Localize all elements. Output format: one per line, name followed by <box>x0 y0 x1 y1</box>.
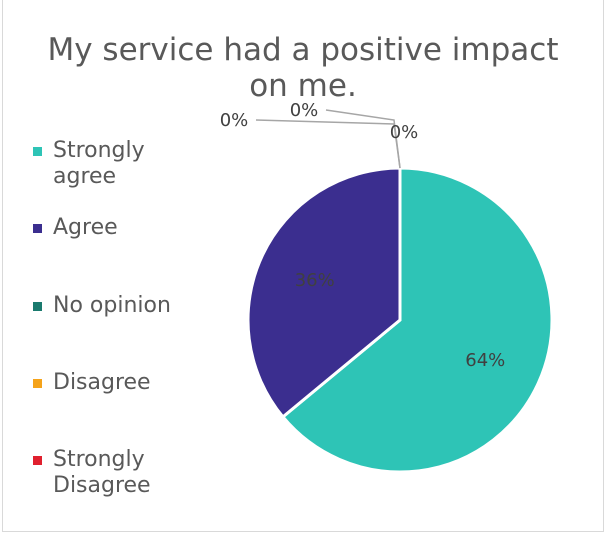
leader-line-disagree <box>325 109 401 169</box>
legend-swatch-strongly-agree <box>33 147 42 156</box>
pie-slices <box>246 166 554 474</box>
legend-swatch-agree <box>33 224 42 233</box>
chart-title-line-2: on me. <box>249 68 357 104</box>
chart-title-line-1: My service had a positive impact <box>47 32 559 68</box>
leader-line-no-opinion <box>255 119 401 169</box>
legend-label-disagree: Disagree <box>53 370 151 395</box>
legend-label-strongly-disagree: Strongly Disagree <box>53 447 151 498</box>
data-label-no-opinion: 0% <box>220 110 249 131</box>
data-label-agree: 36% <box>295 270 335 291</box>
pie-slice-strongly-agree <box>280 166 554 474</box>
legend-swatch-disagree <box>33 379 42 388</box>
legend-swatch-strongly-disagree <box>33 456 42 465</box>
leader-lines <box>255 109 401 169</box>
data-label-strongly-agree: 64% <box>465 350 505 371</box>
legend-label-agree: Agree <box>53 215 118 240</box>
data-label-strongly-disagree: 0% <box>390 122 419 143</box>
legend-label-no-opinion: No opinion <box>53 293 171 318</box>
pie-slice-agree <box>246 166 402 420</box>
legend-label-strongly-agree: Strongly agree <box>53 138 145 189</box>
data-label-disagree: 0% <box>290 100 319 121</box>
data-labels: 64% 36% 0% 0% 0% <box>220 100 506 371</box>
legend-swatch-no-opinion <box>33 302 42 311</box>
chart-title: My service had a positive impact on me. <box>0 32 606 104</box>
